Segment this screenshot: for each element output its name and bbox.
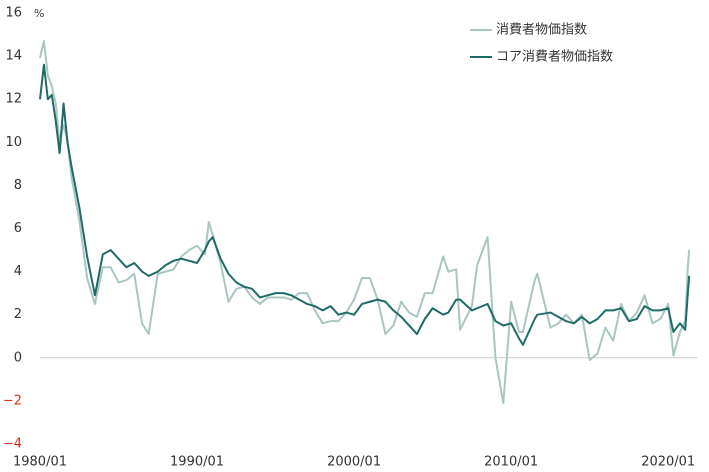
y-tick-label: −2 (3, 393, 22, 408)
y-unit: % (34, 7, 44, 20)
y-tick-label: 12 (5, 92, 22, 107)
y-tick-label: 2 (14, 307, 22, 322)
y-tick-label: 14 (5, 49, 22, 64)
x-tick-label: 1990/01 (170, 455, 224, 470)
legend-label: 消費者物価指数 (496, 23, 587, 38)
x-tick-label: 2020/01 (641, 455, 695, 470)
y-tick-label: 8 (14, 178, 22, 193)
y-tick-label: 10 (5, 135, 22, 150)
legend-label: コア消費者物価指数 (496, 50, 613, 65)
y-tick-label: 6 (14, 221, 22, 236)
series-line (39, 63, 691, 346)
x-tick-label: 2010/01 (484, 455, 538, 470)
x-tick-label: 2000/01 (327, 455, 381, 470)
y-tick-label: 0 (14, 350, 22, 365)
series-line (39, 40, 691, 405)
x-tick-label: 1980/01 (13, 455, 67, 470)
y-tick-label: 16 (5, 6, 22, 21)
y-tick-label: −4 (3, 437, 22, 452)
y-tick-label: 4 (14, 264, 22, 279)
